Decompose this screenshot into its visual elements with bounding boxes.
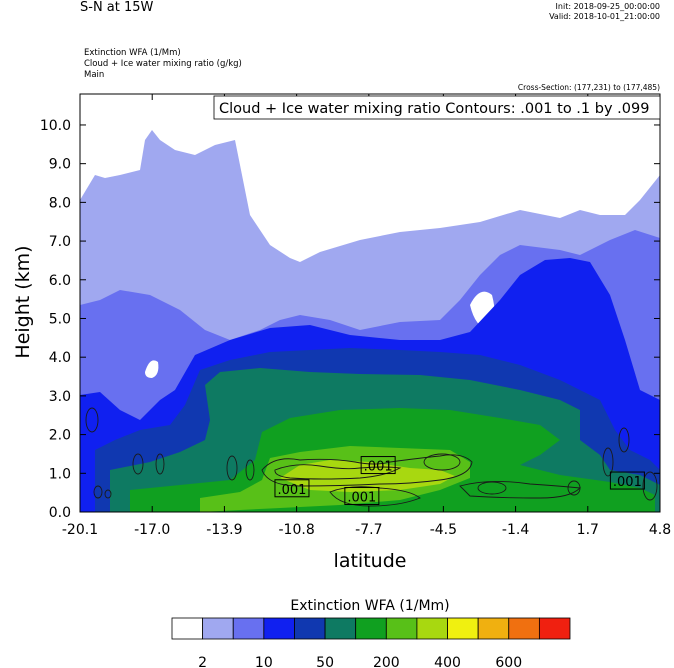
colorbar-swatch	[538, 617, 571, 640]
colorbar-title: Extinction WFA (1/Mm)	[290, 598, 450, 614]
colorbar-swatch	[232, 617, 265, 640]
colorbar-swatch	[263, 617, 295, 640]
plot-frame	[79, 93, 661, 513]
cross-section-label: Cross-Section: (177,231) to (177,485)	[517, 83, 660, 92]
colorbar-tick-label: 2	[198, 655, 207, 668]
contour-label-text: .001	[347, 491, 376, 506]
contour-label: .001	[344, 487, 380, 506]
chart-title: S-N at 15W	[80, 0, 154, 15]
contour-label-box	[274, 479, 310, 498]
colorbar-swatch	[385, 617, 418, 640]
colorbar-tick-label: 50	[316, 655, 334, 668]
x-tick-label: 4.8	[649, 522, 671, 538]
colorbar-tick-label: 600	[495, 655, 522, 668]
field-name-mixing-ratio: Cloud + Ice water mixing ratio (g/kg)	[84, 59, 242, 69]
colorbar-tick-label: 200	[373, 655, 400, 668]
valid-time: Valid: 2018-10-01_21:00:00	[549, 12, 660, 21]
x-tick-label: -7.7	[355, 522, 382, 538]
y-tick-label: 3.0	[49, 389, 71, 405]
y-tick-label: 1.0	[49, 466, 71, 482]
colorbar-swatch	[477, 617, 510, 640]
x-tick-label: -20.1	[62, 522, 98, 538]
colorbar-swatch	[294, 617, 326, 640]
y-tick-label: 4.0	[49, 350, 71, 366]
colorbar-tick-label: 10	[255, 655, 273, 668]
contour-label-text: .001	[364, 460, 393, 475]
field-name-extinction: Extinction WFA (1/Mm)	[84, 48, 181, 58]
field-name-main: Main	[84, 70, 105, 80]
colorbar-swatch	[416, 617, 448, 640]
contour-label-box	[609, 471, 645, 490]
contour-info-text: Cloud + Ice water mixing ratio Contours:…	[219, 101, 649, 117]
y-tick-label: 0.0	[49, 505, 71, 521]
contour-label-text: .001	[613, 475, 642, 490]
colorbar-swatch	[447, 617, 479, 640]
y-tick-label: 6.0	[49, 273, 71, 289]
contour-label: .001	[274, 479, 310, 498]
contour-info-box	[213, 95, 661, 120]
y-tick-label: 7.0	[49, 234, 71, 250]
colorbar-swatch	[355, 617, 387, 640]
colorbar-swatch	[202, 617, 234, 640]
init-time: Init: 2018-09-25_00:00:00	[555, 2, 660, 11]
colorbar-tick-label: 400	[434, 655, 461, 668]
x-tick-label: -17.0	[134, 522, 170, 538]
x-axis-label: latitude	[333, 550, 407, 572]
y-tick-label: 8.0	[49, 195, 71, 211]
y-tick-label: 5.0	[49, 311, 71, 327]
y-tick-label: 9.0	[49, 157, 71, 173]
extinction-hole-2	[145, 360, 159, 378]
extinction-band-yellowgreen	[280, 460, 455, 492]
contour-label-text: .001	[277, 483, 306, 498]
x-tick-label: 1.7	[577, 522, 599, 538]
x-tick-label: -1.4	[502, 522, 529, 538]
x-tick-label: -13.9	[206, 522, 242, 538]
y-axis-label: Height (km)	[12, 245, 34, 359]
x-tick-label: -4.5	[430, 522, 457, 538]
y-tick-label: 10.0	[40, 118, 71, 134]
y-tick-label: 2.0	[49, 428, 71, 444]
contour-label-box	[360, 456, 396, 475]
colorbar-swatch	[324, 617, 357, 640]
colorbar-swatch	[171, 617, 204, 640]
contour-label-box	[344, 487, 380, 506]
x-tick-label: -10.8	[279, 522, 315, 538]
colorbar-swatch	[508, 617, 540, 640]
contour-label: .001	[360, 456, 396, 475]
contour-label: .001	[609, 471, 645, 490]
